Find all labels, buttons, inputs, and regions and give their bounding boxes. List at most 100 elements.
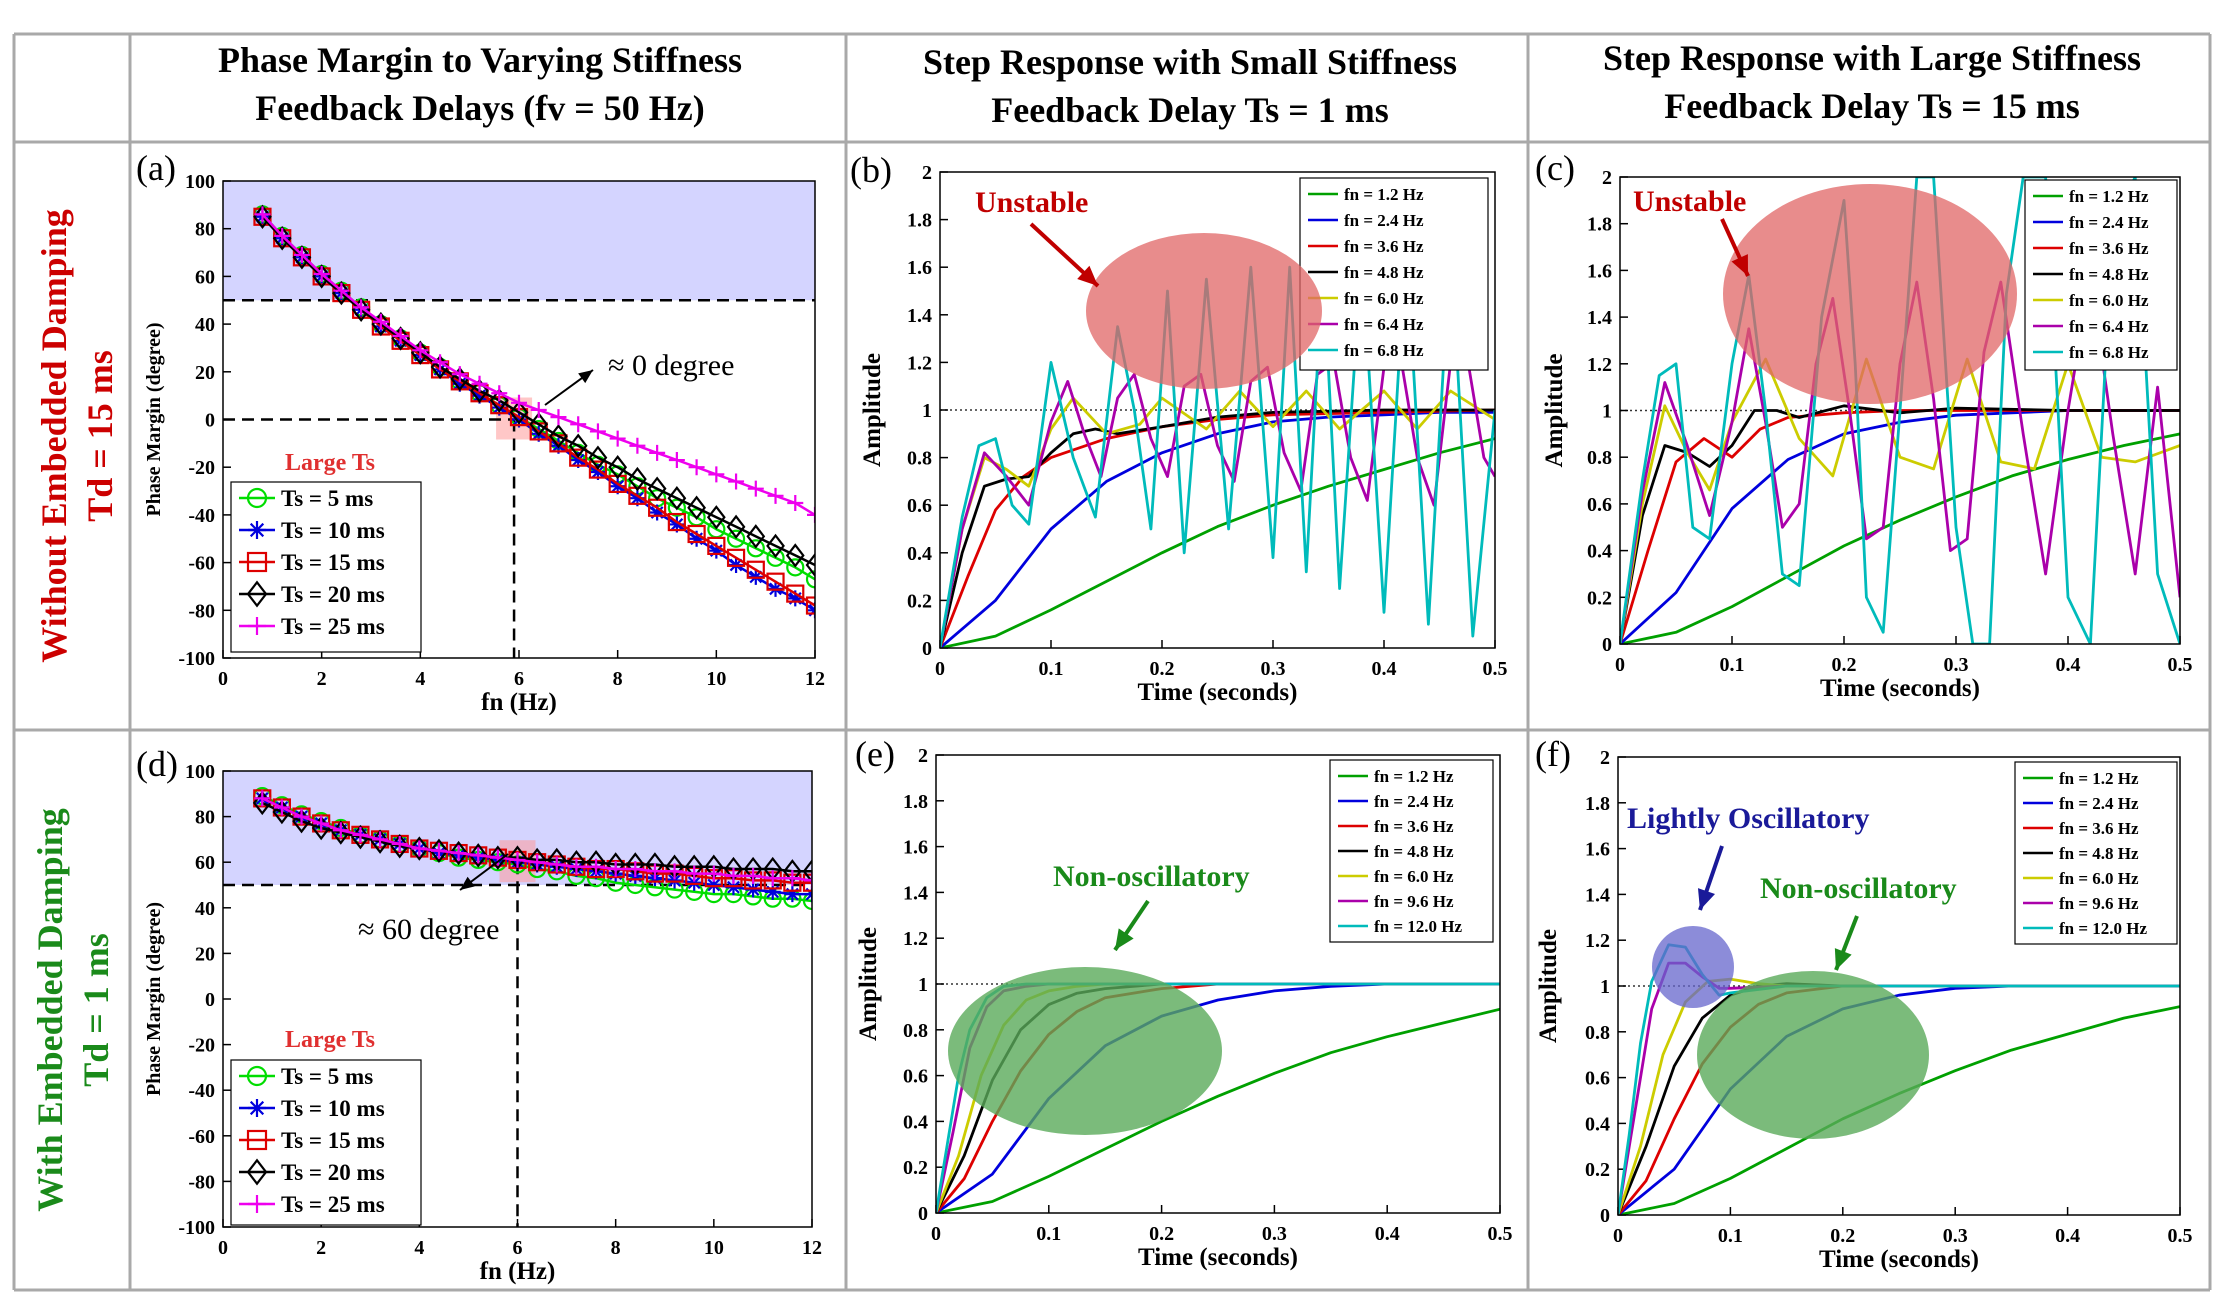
y-tick-label: 0 bbox=[205, 410, 215, 432]
y-tick-label: 0.6 bbox=[907, 495, 932, 517]
y-tick-label: 1.2 bbox=[1585, 930, 1610, 952]
data-point-marker bbox=[246, 580, 268, 608]
data-point-marker bbox=[529, 412, 549, 437]
data-point-marker bbox=[429, 838, 449, 864]
data-point-marker bbox=[646, 863, 663, 880]
data-point-marker bbox=[248, 1099, 266, 1117]
data-point-marker bbox=[745, 881, 762, 898]
y-tick-label: 2 bbox=[1600, 747, 1610, 769]
y-tick-label: 60 bbox=[195, 852, 215, 874]
x-tick-label: 0 bbox=[1613, 1225, 1623, 1247]
y-tick-label: 0 bbox=[918, 1203, 928, 1225]
x-tick-label: 0 bbox=[218, 1237, 228, 1259]
legend-label: fn = 4.8 Hz bbox=[1344, 263, 1424, 282]
data-point-marker bbox=[570, 416, 587, 433]
data-point-marker bbox=[372, 313, 389, 330]
legend-label: fn = 2.4 Hz bbox=[2059, 794, 2139, 813]
series-line-fn-3.6-Hz bbox=[940, 408, 1495, 648]
x-tick-label: 0.1 bbox=[1720, 654, 1745, 676]
data-point-marker bbox=[786, 558, 805, 577]
y-tick-label: 1.4 bbox=[907, 305, 932, 327]
data-point-marker bbox=[647, 476, 667, 501]
legend-box bbox=[230, 1059, 422, 1226]
y-tick-label: 1.8 bbox=[1587, 214, 1612, 236]
data-point-marker bbox=[706, 505, 726, 530]
x-axis-label: fn (Hz) bbox=[481, 689, 557, 716]
y-axis-label: Amplitude bbox=[855, 927, 882, 1041]
annotations: Large Ts ≈ 0 degree Large Ts ≈ 60 degree Uns… bbox=[285, 184, 2017, 1139]
legend-box bbox=[230, 481, 422, 653]
unstable-region-b bbox=[1086, 233, 1322, 389]
y-tick-label: 40 bbox=[195, 898, 215, 920]
y-tick-label: -60 bbox=[188, 553, 215, 575]
legend-label: fn = 9.6 Hz bbox=[1374, 892, 1454, 911]
series-line-fn-6.4-Hz bbox=[1620, 273, 2180, 644]
non-oscillatory-region-e bbox=[948, 967, 1222, 1135]
x-tick-label: 2 bbox=[317, 668, 327, 690]
y-tick-label: 0.8 bbox=[1587, 447, 1612, 469]
x-tick-label: 0.1 bbox=[1718, 1225, 1743, 1247]
large-ts-label-a: Large Ts bbox=[285, 450, 375, 476]
y-tick-label: 1 bbox=[1600, 976, 1610, 998]
data-point-marker bbox=[471, 387, 488, 404]
data-point-marker bbox=[273, 799, 290, 816]
y-tick-label: 0.8 bbox=[903, 1020, 928, 1042]
chart-panel-b: (b) 0 0.1 0.2 0.3 0.4 0.5 0 0.2 0.4 0.6 0.8 1 1.2 1.4 1… bbox=[850, 150, 1508, 706]
data-point-marker bbox=[764, 870, 781, 887]
y-tick-label: -100 bbox=[178, 1217, 215, 1239]
data-point-marker bbox=[246, 1129, 268, 1151]
col3-header-line2: Feedback Delay Ts = 15 ms bbox=[1664, 86, 2080, 126]
y-tick-label: 1.6 bbox=[1587, 260, 1612, 282]
data-point-marker bbox=[786, 584, 805, 603]
plot-frame bbox=[939, 171, 1496, 649]
y-tick-label: 1.2 bbox=[907, 352, 932, 374]
x-axis-label: Time (seconds) bbox=[1820, 675, 1980, 702]
y-tick-label: 0.2 bbox=[1587, 587, 1612, 609]
y-tick-label: 2 bbox=[1602, 167, 1612, 189]
data-point-marker bbox=[725, 867, 742, 884]
arrowhead bbox=[1731, 254, 1748, 276]
y-tick-label: -60 bbox=[188, 1126, 215, 1148]
y-axis-label: Phase Margin (degree) bbox=[143, 322, 165, 516]
series-layer bbox=[253, 204, 815, 619]
data-point-marker bbox=[412, 342, 429, 359]
data-point-marker bbox=[686, 874, 703, 891]
data-point-marker bbox=[549, 423, 568, 449]
data-point-marker bbox=[787, 590, 804, 607]
y-axis-label: Phase Margin (degree) bbox=[143, 902, 165, 1096]
data-point-marker bbox=[708, 466, 725, 483]
y-tick-label: -80 bbox=[188, 1171, 215, 1193]
panel-label: (b) bbox=[850, 150, 892, 190]
data-point-marker bbox=[784, 886, 801, 903]
data-point-marker bbox=[705, 877, 722, 893]
non-oscillatory-label-e: Non-oscillatory bbox=[1053, 860, 1250, 893]
panel-label: (f) bbox=[1535, 734, 1571, 774]
data-point-marker bbox=[511, 394, 527, 411]
y-tick-label: 1.6 bbox=[907, 257, 932, 279]
legend-label: fn = 3.6 Hz bbox=[1374, 817, 1454, 836]
data-point-marker bbox=[649, 504, 666, 521]
x-tick-label: 6 bbox=[514, 668, 524, 690]
x-tick-label: 0.1 bbox=[1036, 1223, 1061, 1245]
data-point-marker bbox=[629, 437, 646, 454]
legend-label: Ts = 20 ms bbox=[281, 582, 385, 607]
data-point-marker bbox=[588, 445, 608, 470]
legend-label: fn = 6.4 Hz bbox=[2069, 317, 2149, 336]
x-tick-label: 0.2 bbox=[1830, 1225, 1855, 1247]
data-point-marker bbox=[470, 847, 487, 864]
legend-label: fn = 9.6 Hz bbox=[2059, 894, 2139, 913]
x-tick-label: 0.3 bbox=[1261, 658, 1286, 680]
data-point-marker bbox=[449, 840, 468, 866]
chart-panel-d: (d) 0 2 4 6 8 10 12 -100 -80 -60 -40 -20 0 20 40 60 80 100… bbox=[136, 744, 822, 1285]
legend-label: Ts = 20 ms bbox=[281, 1160, 385, 1185]
legend-label: Ts = 25 ms bbox=[281, 1192, 385, 1217]
arrowhead bbox=[1697, 888, 1716, 910]
data-point-marker bbox=[668, 516, 685, 533]
y-tick-label: 1 bbox=[918, 974, 928, 996]
legend-label: Ts = 25 ms bbox=[281, 614, 385, 639]
y-tick-label: 2 bbox=[918, 745, 928, 767]
x-tick-label: 0.4 bbox=[1372, 658, 1397, 680]
plot-frame bbox=[222, 770, 813, 1228]
x-tick-label: 8 bbox=[611, 1237, 621, 1259]
y-tick-label: 0.4 bbox=[907, 543, 932, 565]
